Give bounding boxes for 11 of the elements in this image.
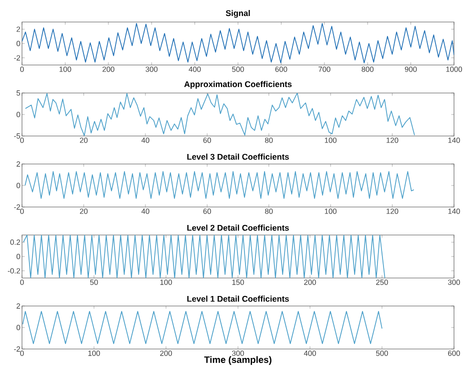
x-axis-title: Time (samples) bbox=[204, 356, 272, 365]
chart-title: Approximation Coefficients bbox=[184, 81, 292, 89]
line-series bbox=[22, 310, 382, 344]
chart-title: Level 1 Detail Coefficients bbox=[187, 296, 289, 302]
chart-title: Level 3 Detail Coefficients bbox=[187, 154, 289, 160]
line-series bbox=[22, 23, 454, 64]
chart-title: Signal bbox=[226, 10, 250, 18]
line-series bbox=[24, 171, 414, 199]
line-series bbox=[23, 235, 386, 278]
line-series bbox=[24, 93, 415, 136]
chart-title: Level 2 Detail Coefficients bbox=[187, 224, 289, 231]
